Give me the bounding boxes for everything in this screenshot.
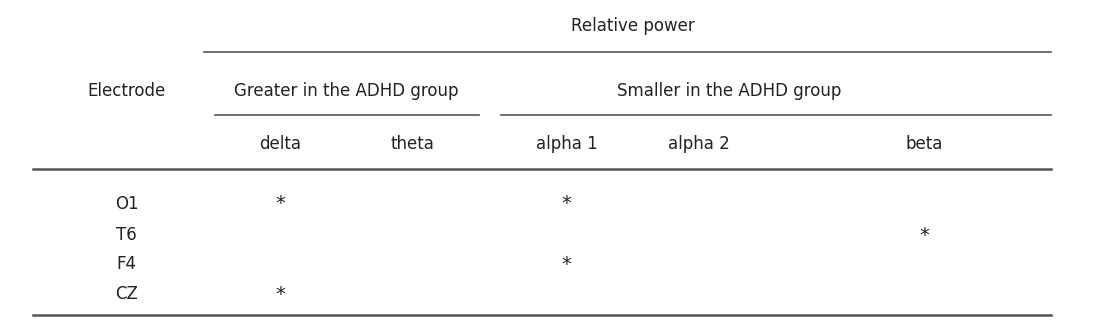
Text: *: * — [920, 226, 928, 245]
Text: beta: beta — [905, 135, 943, 153]
Text: alpha 1: alpha 1 — [536, 135, 597, 153]
Text: Greater in the ADHD group: Greater in the ADHD group — [234, 82, 459, 100]
Text: delta: delta — [260, 135, 301, 153]
Text: *: * — [276, 285, 285, 304]
Text: *: * — [276, 194, 285, 213]
Text: Smaller in the ADHD group: Smaller in the ADHD group — [617, 82, 842, 100]
Text: Relative power: Relative power — [571, 17, 694, 35]
Text: O1: O1 — [114, 195, 139, 212]
Text: Electrode: Electrode — [87, 82, 166, 100]
Text: CZ: CZ — [116, 286, 138, 303]
Text: *: * — [562, 255, 571, 274]
Text: T6: T6 — [117, 226, 136, 244]
Text: theta: theta — [390, 135, 435, 153]
Text: alpha 2: alpha 2 — [668, 135, 729, 153]
Text: *: * — [562, 194, 571, 213]
Text: F4: F4 — [117, 255, 136, 273]
